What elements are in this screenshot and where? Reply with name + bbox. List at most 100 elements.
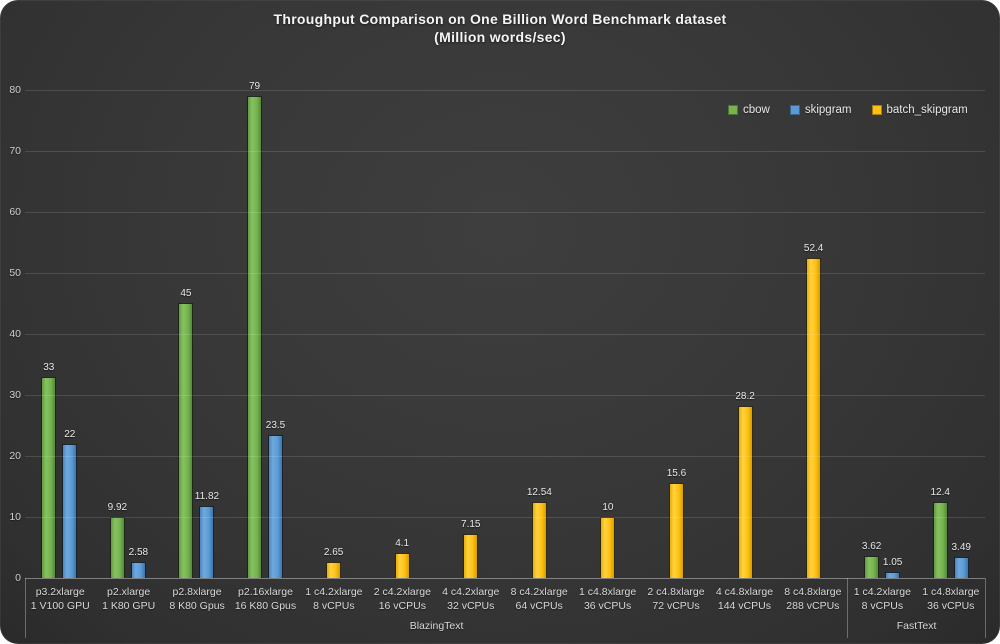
bars-row: 7.15 (436, 519, 505, 578)
bar-value-label: 4.1 (395, 538, 410, 549)
category-instance: 8 c4.2xlarge (510, 586, 568, 598)
category-cell: 33 22 (25, 90, 94, 578)
category-instance: 8 c4.8xlarge (784, 586, 842, 598)
category-cell: 10 (574, 90, 643, 578)
category-cell: 12.4 3.49 (916, 90, 985, 578)
bar-value-label: 52.4 (803, 243, 824, 254)
bar-cbow (178, 303, 194, 578)
category-cell: 45 11.82 (162, 90, 231, 578)
bar-value-label: 23.5 (265, 420, 286, 431)
bars-row: 10 (574, 502, 643, 578)
bar-wrap: 2.58 (129, 547, 148, 578)
category-cell: 52.4 (779, 90, 848, 578)
category-cell: 4.1 (368, 90, 437, 578)
bar-skipgram (62, 444, 78, 578)
category-cell: 2.65 (299, 90, 368, 578)
y-tick-label: 60 (9, 206, 21, 218)
category-instance: p3.2xlarge (35, 586, 85, 598)
bar-value-label: 3.62 (861, 541, 882, 552)
chart-title: Throughput Comparison on One Billion Wor… (0, 10, 1000, 46)
category-hardware: 1 V100 GPU (30, 600, 90, 612)
bar-value-label: 1.05 (882, 557, 903, 568)
category-instance: 1 c4.8xlarge (922, 586, 980, 598)
bar-cbow (41, 377, 57, 578)
bar-wrap: 7.15 (461, 519, 480, 578)
category-label: p2.16xlarge 16 K80 Gpus (231, 578, 299, 620)
bar-value-label: 3.49 (951, 542, 971, 553)
plot-area: 33 22 9.92 2.58 45 11.82 79 23.5 2.65 4.1 7.15 12.5… (9, 81, 985, 584)
bar-wrap: 12.54 (527, 487, 552, 578)
bar-wrap: 1.05 (883, 557, 902, 578)
bar-cbow (864, 556, 880, 578)
y-tick-label: 10 (9, 511, 21, 523)
category-hardware: 16 K80 Gpus (234, 600, 297, 612)
bar-wrap: 2.65 (324, 547, 343, 578)
bars-row: 3.62 1.05 (848, 541, 917, 578)
bars-row: 12.54 (505, 487, 574, 578)
category-label: p3.2xlarge 1 V100 GPU (26, 578, 94, 620)
legend: cbow skipgram batch_skipgram (728, 104, 968, 116)
bar-batch_skipgram (668, 483, 684, 578)
legend-swatch-cbow (728, 105, 738, 115)
bar-value-label: 15.6 (666, 468, 687, 479)
legend-label: skipgram (804, 104, 852, 116)
bar-wrap: 45 (178, 288, 194, 578)
category-label: 1 c4.2xlarge 8 vCPUs (848, 578, 916, 620)
bar-wrap: 10 (600, 502, 616, 578)
bar-value-label: 45 (180, 288, 192, 299)
bar-batch_skipgram (463, 534, 479, 578)
category-label: 2 c4.8xlarge 72 vCPUs (642, 578, 710, 620)
category-instance: 2 c4.8xlarge (647, 586, 705, 598)
bars-row: 52.4 (779, 243, 848, 578)
category-instance: 2 c4.2xlarge (373, 586, 431, 598)
category-cell: 12.54 (505, 90, 574, 578)
category-instance: 1 c4.8xlarge (578, 586, 637, 598)
bar-wrap: 15.6 (667, 468, 686, 578)
bar-wrap: 3.62 (862, 541, 881, 578)
group-label-FastText: FastText (896, 620, 937, 632)
category-cell: 15.6 (642, 90, 711, 578)
y-tick-label: 50 (9, 267, 21, 279)
x-group-BlazingText: p3.2xlarge 1 V100 GPU p2.xlarge 1 K80 GPU p2… (25, 578, 847, 638)
bar-skipgram (199, 506, 215, 578)
bar-value-label: 12.54 (526, 487, 552, 498)
category-label: 1 c4.8xlarge 36 vCPUs (573, 578, 641, 620)
bars-row: 2.65 (299, 547, 368, 578)
bars-row: 28.2 (711, 391, 780, 578)
bar-cbow (247, 96, 263, 578)
bar-batch_skipgram (326, 562, 342, 578)
bar-wrap: 23.5 (266, 420, 285, 578)
x-group-FastText: 1 c4.2xlarge 8 vCPUs 1 c4.8xlarge 36 vCPUs F… (847, 578, 985, 638)
bar-skipgram (268, 435, 284, 578)
gridline (25, 90, 985, 91)
category-label: p2.xlarge 1 K80 GPU (94, 578, 162, 620)
bar-batch_skipgram (806, 258, 822, 578)
x-axis-labels: p3.2xlarge 1 V100 GPU p2.xlarge 1 K80 GPU p2… (25, 578, 986, 638)
y-tick-label: 0 (15, 572, 21, 584)
y-tick-label: 70 (9, 145, 21, 157)
category-hardware: 72 vCPUs (652, 600, 700, 612)
category-hardware: 8 vCPUs (861, 600, 904, 612)
bar-batch_skipgram (394, 553, 410, 578)
x-group-categories: p3.2xlarge 1 V100 GPU p2.xlarge 1 K80 GPU p2… (26, 578, 847, 620)
bar-value-label: 28.2 (735, 391, 755, 402)
gridline (25, 395, 985, 396)
category-instance: p2.xlarge (107, 586, 151, 598)
legend-label: cbow (743, 104, 770, 116)
bars-row: 79 23.5 (231, 81, 300, 578)
bar-value-label: 11.82 (194, 491, 220, 502)
gridline (25, 456, 985, 457)
bar-group-FastText: 3.62 1.05 12.4 3.49 (848, 90, 985, 578)
category-instance: 4 c4.2xlarge (442, 586, 500, 598)
category-cell: 79 23.5 (231, 81, 300, 578)
bar-value-label: 9.92 (107, 502, 128, 513)
y-tick-label: 30 (9, 389, 21, 401)
category-hardware: 8 K80 Gpus (169, 600, 225, 612)
bars-row: 45 11.82 (162, 288, 231, 578)
bars-row: 33 22 (25, 362, 94, 578)
bar-wrap: 22 (62, 429, 78, 578)
bar-wrap: 4.1 (394, 538, 410, 578)
category-label: p2.8xlarge 8 K80 Gpus (163, 578, 231, 620)
bar-cbow (932, 502, 948, 578)
